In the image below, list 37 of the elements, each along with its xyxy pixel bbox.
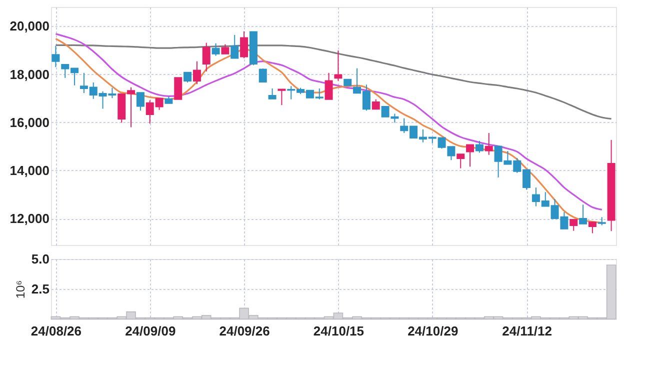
candlestick bbox=[372, 98, 380, 110]
candlestick bbox=[268, 88, 276, 100]
candlestick bbox=[588, 222, 596, 234]
candlestick bbox=[52, 45, 60, 68]
candlestick bbox=[334, 50, 342, 82]
y-axis-title: 10⁶ bbox=[13, 280, 28, 299]
candlestick bbox=[466, 144, 474, 168]
x-tick-label: 24/09/09 bbox=[125, 324, 176, 338]
candlestick bbox=[475, 140, 484, 154]
y-tick-label: 14,000 bbox=[10, 162, 50, 178]
candlestick bbox=[230, 34, 239, 59]
y-tick-label: 18,000 bbox=[10, 66, 50, 82]
x-tick-label: 24/10/29 bbox=[408, 324, 458, 338]
candlestick bbox=[484, 132, 493, 156]
x-tick-label: 24/08/26 bbox=[30, 324, 82, 338]
candlestick bbox=[212, 42, 220, 56]
candlestick bbox=[184, 72, 192, 83]
candlestick bbox=[240, 30, 248, 59]
y-tick-label: 16,000 bbox=[10, 114, 50, 130]
candlestick bbox=[202, 42, 210, 72]
candlestick bbox=[278, 88, 286, 106]
x-tick-label: 24/09/26 bbox=[219, 324, 270, 338]
candlestick bbox=[570, 219, 578, 232]
candlestick bbox=[192, 60, 201, 85]
candlestick bbox=[579, 204, 588, 224]
y-tick-label: 5.0 bbox=[31, 252, 50, 266]
candlestick bbox=[136, 92, 144, 112]
x-tick-label: 24/11/12 bbox=[502, 324, 552, 338]
y-tick-label: 20,000 bbox=[10, 18, 50, 34]
y-tick-label: 2.5 bbox=[31, 282, 50, 296]
candlestick bbox=[456, 154, 465, 169]
candlestick bbox=[174, 77, 182, 100]
x-tick-label: 24/10/15 bbox=[313, 324, 364, 338]
candlestick bbox=[221, 44, 230, 54]
candlestick bbox=[258, 68, 267, 83]
y-tick-label: 12,000 bbox=[10, 211, 50, 226]
candlestick bbox=[324, 72, 333, 100]
